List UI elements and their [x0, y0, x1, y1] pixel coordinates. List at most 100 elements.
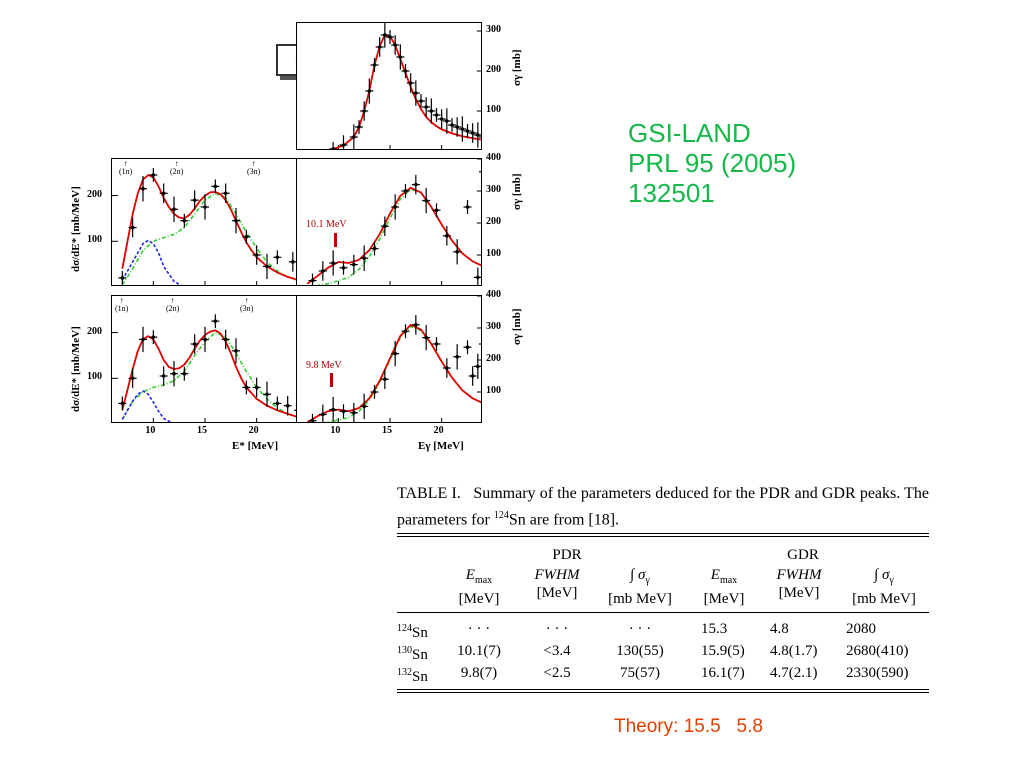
point-marker: [331, 407, 335, 412]
data-point: [442, 108, 451, 134]
data-point: [391, 340, 400, 367]
y-tick-label: 100: [486, 385, 501, 396]
data-point: [329, 142, 338, 149]
data-point: [432, 337, 441, 351]
y-tick-label: 400: [486, 152, 501, 163]
theory-values: Theory: 15.5 5.8: [614, 716, 763, 737]
data-point: [370, 241, 379, 256]
data-point: [273, 396, 282, 411]
point-marker: [481, 342, 482, 346]
data-point: [458, 116, 467, 142]
data-point: [159, 183, 168, 204]
data-point: [308, 413, 317, 422]
point-marker: [352, 262, 356, 267]
point-marker: [172, 371, 176, 376]
point-marker: [172, 207, 176, 212]
data-point: [232, 338, 240, 364]
point-marker: [455, 125, 459, 129]
point-marker: [254, 253, 259, 257]
right-y-axis-title-132sn: σγ [mb]: [511, 308, 523, 346]
point-marker: [352, 411, 356, 415]
point-marker: [414, 323, 418, 327]
data-point: [283, 395, 292, 416]
point-marker: [429, 109, 434, 113]
row-label: 132Sn: [397, 667, 428, 685]
data-point: [370, 58, 379, 72]
y-tick-label: 300: [486, 24, 501, 35]
point-marker: [161, 191, 166, 196]
point-marker: [434, 113, 439, 117]
point-marker: [465, 205, 470, 209]
data-point: [170, 196, 178, 222]
data-point: [232, 208, 240, 234]
data-point: [190, 334, 199, 354]
point-marker: [182, 218, 187, 223]
pdr-energy-annotation-130sn: 10.1 MeV: [306, 219, 347, 230]
data-point: [139, 176, 147, 202]
point-marker: [460, 127, 465, 131]
point-marker: [341, 266, 346, 270]
data-point: [263, 253, 271, 280]
caption-isotope-symbol: Sn: [508, 511, 526, 529]
point-marker: [424, 198, 428, 203]
y-tick-label: 100: [486, 248, 501, 259]
pdr-curve: [121, 390, 172, 422]
data-point: [294, 409, 296, 411]
point-marker: [445, 366, 449, 370]
data-point: [190, 190, 199, 210]
data-point: [448, 118, 456, 132]
point-marker: [476, 364, 480, 369]
y-tick-label: 300: [486, 321, 501, 332]
y-tick-label: 400: [486, 289, 501, 300]
data-point: [473, 267, 481, 285]
point-marker: [141, 337, 145, 342]
table-cell: 130(55): [616, 643, 664, 659]
table-cell: 15.9(5): [701, 643, 745, 659]
right-x-axis-title: Eγ [MeV]: [418, 440, 464, 452]
x-tick-label: 15: [382, 425, 392, 436]
table-header-rule: [397, 612, 929, 613]
y-tick-label: 200: [87, 325, 102, 337]
point-marker: [213, 184, 218, 189]
point-marker: [393, 351, 397, 356]
data-point: [349, 124, 358, 149]
point-marker: [465, 345, 470, 349]
citation: GSI-LAND PRL 95 (2005) 132501: [628, 118, 796, 208]
table-cell: 2680(410): [846, 643, 909, 659]
data-point: [139, 326, 147, 353]
point-marker: [393, 43, 397, 47]
point-marker: [476, 275, 480, 280]
data-point: [375, 37, 384, 57]
left-y-axis-title-130sn: dσ/dE* [mb/MeV]: [70, 186, 82, 272]
point-marker: [244, 385, 249, 390]
point-marker: [341, 409, 346, 413]
point-marker: [362, 109, 366, 113]
table-cell: · · ·: [467, 621, 491, 637]
plot-130sn-excitation: [111, 158, 297, 286]
data-point: [432, 108, 441, 122]
data-point: [349, 403, 358, 422]
point-marker: [398, 55, 403, 59]
table-cell: 75(57): [620, 665, 660, 681]
data-point: [442, 358, 451, 378]
column-header: FWHM [MeV]: [534, 567, 580, 601]
y-tick-label: 200: [486, 216, 501, 227]
pdr-marker-132sn: [330, 373, 333, 387]
data-point: [401, 64, 410, 78]
data-point: [149, 168, 158, 182]
data-point: [128, 217, 137, 238]
point-marker: [352, 135, 356, 139]
fit-curve: [332, 33, 481, 149]
data-point: [411, 174, 420, 195]
data-point: [252, 377, 261, 398]
data-point: [318, 261, 327, 281]
table-cell: · · ·: [545, 621, 569, 637]
point-marker: [151, 335, 156, 339]
point-marker: [372, 390, 377, 394]
pdr-curve: [121, 239, 183, 285]
fit-curve: [121, 329, 296, 418]
y-tick-label: 100: [87, 234, 102, 246]
data-point: [149, 330, 158, 345]
table-caption-label: TABLE I.: [397, 485, 461, 502]
column-header: FWHM [MeV]: [776, 567, 822, 601]
